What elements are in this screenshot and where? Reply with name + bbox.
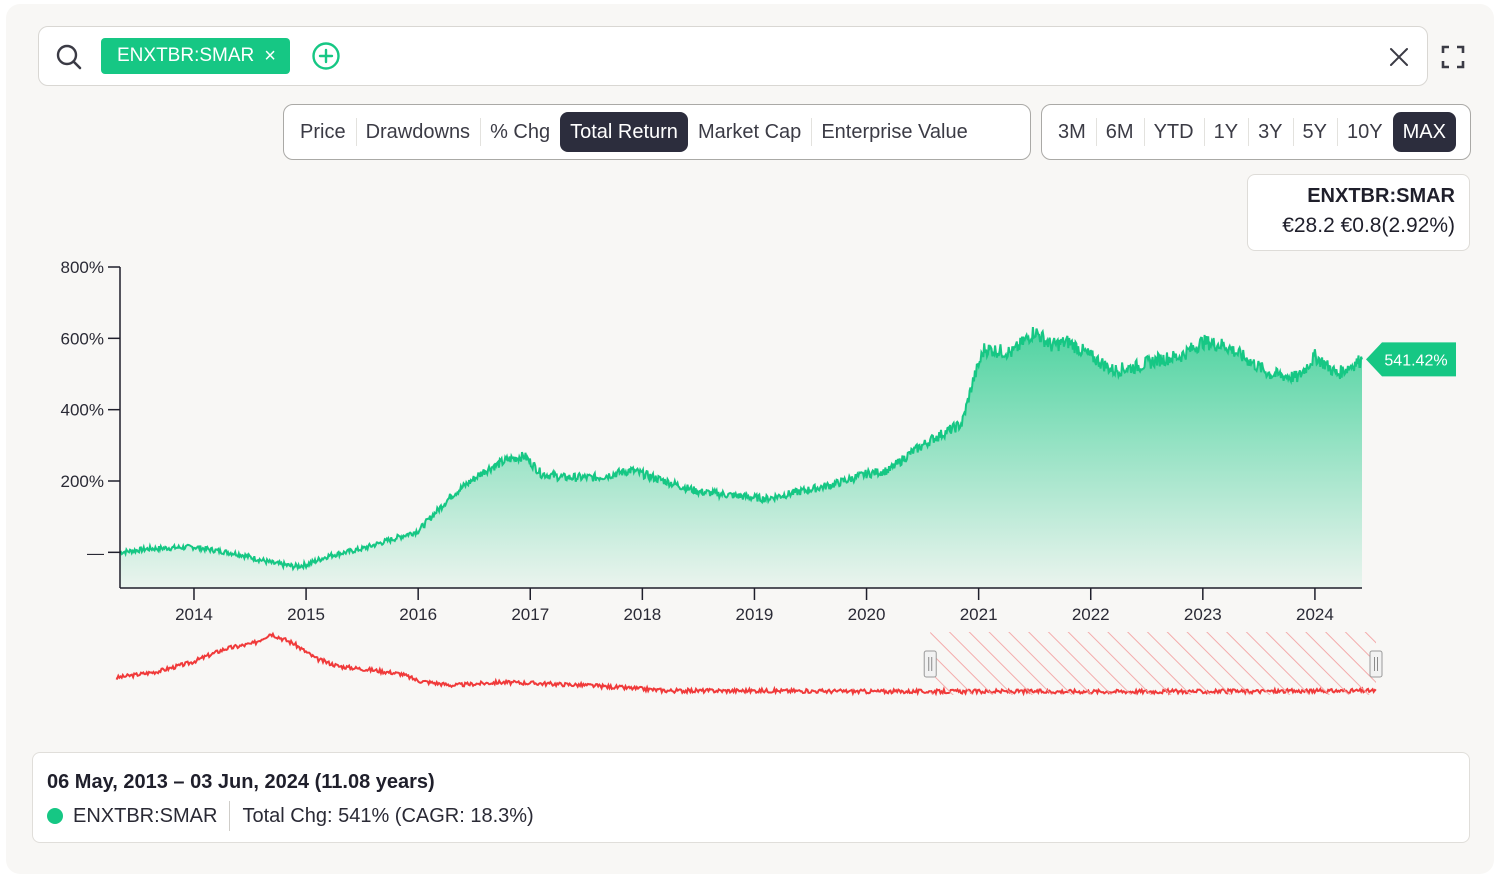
y-tick-label: 400% (61, 401, 104, 420)
summary-box: 06 May, 2013 – 03 Jun, 2024 (11.08 years… (32, 752, 1470, 843)
chip-remove-icon[interactable]: × (264, 45, 276, 67)
legend-row: ENXTBR:SMAR Total Chg: 541% (CAGR: 18.3%… (47, 801, 534, 831)
tab-total-return[interactable]: Total Return (560, 112, 688, 152)
search-bar[interactable]: ENXTBR:SMAR × (38, 26, 1428, 86)
fullscreen-icon[interactable] (1440, 44, 1466, 70)
y-tick-label: — (87, 543, 104, 562)
y-tick-label: 200% (61, 472, 104, 491)
date-range: 06 May, 2013 – 03 Jun, 2024 (11.08 years… (47, 771, 435, 793)
series-area (120, 327, 1362, 588)
range-tab-5y[interactable]: 5Y (1292, 112, 1337, 152)
tooltip-ticker: ENXTBR:SMAR (1307, 185, 1455, 207)
series-line[interactable] (119, 327, 1363, 572)
hover-tooltip: ENXTBR:SMAR €28.2 €0.8(2.92%) (1247, 174, 1470, 251)
range-tab-ytd[interactable]: YTD (1143, 112, 1204, 152)
x-tick-label: 2023 (1184, 605, 1222, 624)
ticker-chip[interactable]: ENXTBR:SMAR × (101, 38, 290, 74)
range-tab-1y[interactable]: 1Y (1203, 112, 1248, 152)
clear-search-icon[interactable] (1387, 45, 1411, 69)
range-tab-10y[interactable]: 10Y (1337, 112, 1393, 152)
tab-price[interactable]: Price (300, 120, 346, 143)
tab-market-cap[interactable]: Market Cap (697, 120, 802, 143)
x-tick-label: 2018 (623, 605, 661, 624)
x-tick-label: 2014 (175, 605, 213, 624)
range-tab-max[interactable]: MAX (1392, 112, 1456, 152)
range-tab-3m[interactable]: 3M (1058, 120, 1086, 143)
range-tab-3y[interactable]: 3Y (1248, 112, 1292, 152)
end-value-flag (1366, 342, 1456, 377)
navigator-right-handle[interactable] (1369, 650, 1383, 678)
x-tick-label: 2021 (960, 605, 998, 624)
x-tick-label: 2016 (399, 605, 437, 624)
add-ticker-icon[interactable] (311, 41, 341, 71)
navigator-selection[interactable] (930, 632, 1376, 695)
x-tick-label: 2022 (1072, 605, 1110, 624)
tab-enterprise-value[interactable]: Enterprise Value (811, 112, 977, 152)
search-icon[interactable] (55, 43, 83, 71)
total-change: Total Chg: 541% (CAGR: 18.3%) (242, 804, 534, 827)
end-value-label: 541.42% (1384, 352, 1447, 369)
tooltip-value: €28.2 €0.8(2.92%) (1282, 214, 1455, 237)
x-tick-label: 2024 (1296, 605, 1334, 624)
y-tick-label: 600% (61, 329, 104, 348)
x-tick-label: 2019 (736, 605, 774, 624)
tab-drawdowns[interactable]: Drawdowns (355, 112, 480, 152)
metric-tab-group: Price Drawdowns% Chg Total Return Market Ca… (283, 104, 1031, 160)
legend-ticker: ENXTBR:SMAR (73, 804, 218, 827)
navigator-left-handle[interactable] (923, 650, 937, 678)
x-tick-label: 2020 (848, 605, 886, 624)
y-tick-label: 800% (61, 258, 104, 277)
range-tab-6m[interactable]: 6M (1095, 112, 1144, 152)
range-tab-group: 3M 6M YTD 1Y 3Y 5Y 10Y MAX (1041, 104, 1471, 160)
tab-chg[interactable]: % Chg (480, 112, 560, 152)
x-tick-label: 2017 (511, 605, 549, 624)
ticker-chip-label: ENXTBR:SMAR (117, 45, 255, 66)
legend-divider (229, 801, 231, 831)
x-tick-label: 2015 (287, 605, 325, 624)
series-dot-icon (47, 808, 63, 824)
